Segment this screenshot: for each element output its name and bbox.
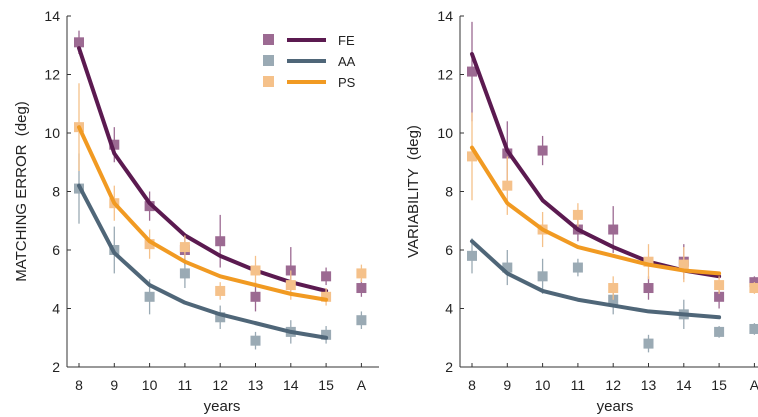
x-tick-label: 12 — [605, 377, 621, 393]
data-point — [714, 280, 725, 291]
data-point — [250, 265, 261, 276]
data-point — [250, 335, 261, 346]
data-point — [678, 259, 689, 270]
data-point — [356, 283, 367, 294]
fit-line — [470, 239, 722, 320]
x-tick-label: 12 — [212, 377, 228, 393]
y-tick-label: 10 — [437, 125, 453, 141]
data-point — [502, 262, 513, 273]
data-point — [144, 239, 155, 250]
data-point — [608, 283, 619, 294]
data-point — [643, 256, 654, 267]
data-point — [215, 312, 226, 323]
data-point — [250, 291, 261, 302]
data-point — [749, 323, 758, 334]
legend-label: FE — [338, 33, 355, 48]
y-tick-label: 4 — [445, 301, 453, 317]
x-tick-label: A — [750, 377, 758, 393]
data-point — [467, 66, 477, 77]
x-tick-label: 8 — [468, 377, 476, 393]
x-tick-label: 15 — [318, 377, 334, 393]
x-tick-label: 14 — [283, 377, 299, 393]
fit-line — [77, 125, 329, 302]
data-point — [144, 291, 155, 302]
data-point — [502, 180, 513, 191]
legend-marker — [263, 55, 274, 66]
legend-marker — [263, 76, 274, 87]
fit-line — [470, 145, 722, 276]
legend-label: AA — [338, 54, 356, 69]
x-tick-label: 10 — [142, 377, 158, 393]
y-tick-label: 2 — [52, 359, 60, 375]
data-point — [749, 283, 758, 294]
y-tick-label: 2 — [445, 359, 453, 375]
data-point — [321, 271, 332, 282]
x-tick-label: A — [357, 377, 367, 393]
data-point — [467, 250, 477, 261]
data-point — [572, 209, 583, 220]
y-tick-label: 14 — [44, 8, 60, 24]
x-tick-label: 13 — [248, 377, 264, 393]
x-tick-label: 15 — [711, 377, 727, 393]
y-tick-label: 14 — [437, 8, 453, 24]
data-point — [643, 283, 654, 294]
x-tick-label: 11 — [571, 377, 586, 393]
data-point — [321, 329, 332, 340]
data-point — [749, 277, 758, 288]
legend-marker — [263, 34, 274, 45]
y-tick-label: 4 — [52, 301, 60, 317]
data-point — [321, 291, 332, 302]
x-tick-label: 11 — [178, 377, 193, 393]
y-tick-label: 8 — [445, 184, 453, 200]
data-point — [144, 201, 155, 212]
y-tick-label: 6 — [52, 242, 60, 258]
x-tick-label: 10 — [535, 377, 551, 393]
x-axis-label: years — [204, 398, 241, 415]
data-point — [109, 139, 120, 150]
data-point — [714, 326, 725, 337]
data-point — [572, 262, 583, 273]
x-tick-label: 8 — [75, 377, 83, 393]
data-point — [714, 291, 725, 302]
data-point — [643, 338, 654, 349]
data-point — [215, 285, 226, 296]
y-tick-label: 8 — [52, 184, 60, 200]
y-tick-label: 12 — [44, 67, 60, 83]
data-point — [285, 280, 296, 291]
y-axis-label: MATCHING ERROR (deg) — [13, 101, 30, 282]
x-tick-label: 13 — [641, 377, 657, 393]
data-point — [467, 151, 477, 162]
data-point — [74, 37, 84, 48]
y-tick-label: 12 — [437, 67, 453, 83]
y-tick-label: 10 — [44, 125, 60, 141]
fit-line — [77, 183, 329, 340]
data-point — [179, 268, 190, 279]
y-tick-label: 6 — [445, 242, 453, 258]
series-ps — [74, 83, 367, 306]
series-fe — [74, 30, 367, 312]
y-axis-label: VARIABILITY (deg) — [405, 125, 422, 258]
data-point — [356, 315, 367, 326]
data-point — [537, 271, 548, 282]
legend-label: PS — [338, 75, 356, 90]
data-point — [356, 268, 367, 279]
x-tick-label: 9 — [503, 377, 511, 393]
x-axis-label: years — [597, 398, 634, 415]
legend: FE AA PS — [263, 33, 356, 90]
data-point — [608, 224, 619, 235]
data-point — [215, 236, 226, 247]
data-point — [537, 145, 548, 156]
fit-line — [77, 46, 329, 293]
fit-line — [470, 52, 722, 279]
x-tick-label: 14 — [676, 377, 692, 393]
x-tick-label: 9 — [110, 377, 118, 393]
data-point — [179, 242, 190, 253]
series-ps — [467, 112, 758, 300]
